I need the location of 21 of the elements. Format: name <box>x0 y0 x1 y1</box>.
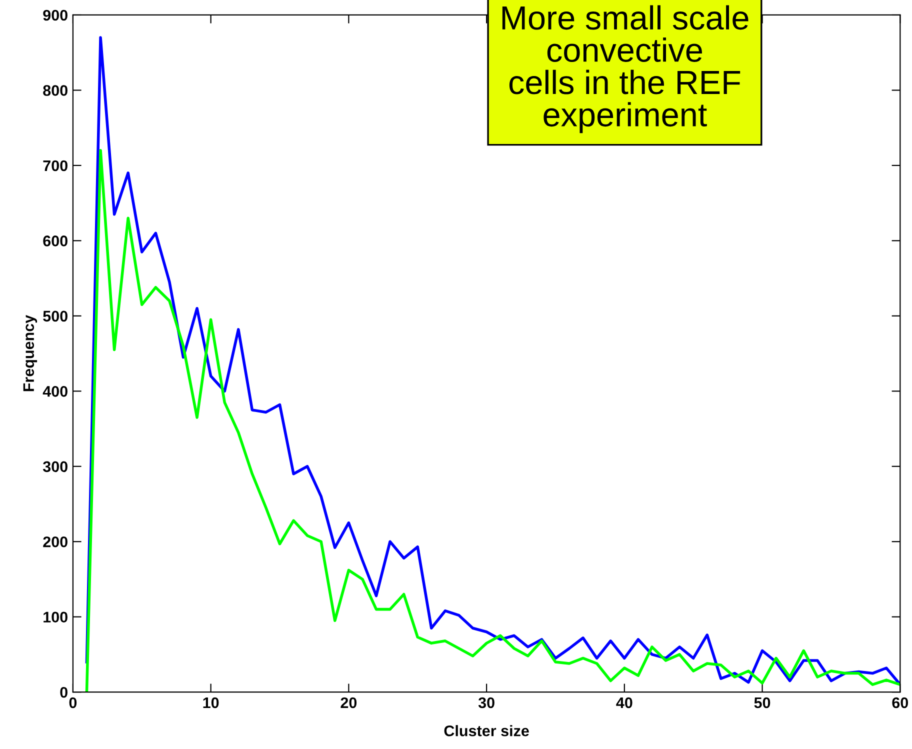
y-tick-label: 0 <box>60 686 68 698</box>
y-tick-label: 100 <box>44 612 68 623</box>
x-tick-label: 60 <box>892 697 908 708</box>
x-tick-label: 10 <box>203 697 219 708</box>
y-tick-label: 500 <box>43 310 68 322</box>
x-tick-label: 50 <box>754 697 770 708</box>
x-tick-label: 20 <box>340 697 357 708</box>
y-tick-label: 200 <box>43 536 68 548</box>
y-tick-label: 300 <box>42 461 68 472</box>
x-tick-label: 30 <box>478 697 494 708</box>
y-tick-label: 600 <box>43 236 68 246</box>
x-axis-title: Cluster size <box>444 725 529 736</box>
y-tick-label: 900 <box>43 10 68 21</box>
y-tick-label: 400 <box>42 386 68 397</box>
x-tick-label: 0 <box>69 697 77 708</box>
y-tick-label: 800 <box>43 85 68 96</box>
x-tick-label: 40 <box>616 697 632 708</box>
line-series <box>85 149 900 692</box>
annotation: More small scale convective cells in the REF experiment <box>502 5 748 134</box>
y-axis-title: Frequency <box>23 314 38 392</box>
y-tick-label: 700 <box>43 160 68 172</box>
